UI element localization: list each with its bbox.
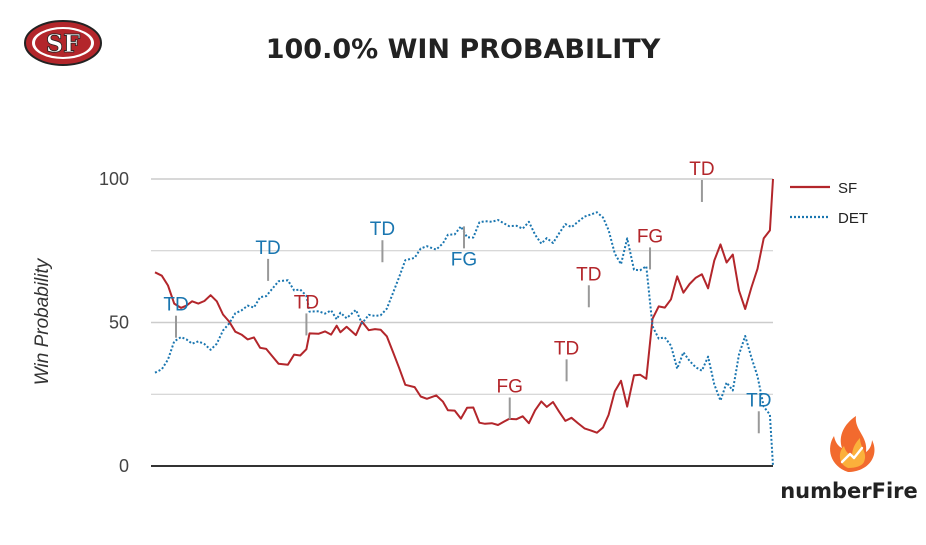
svg-text:SF: SF (46, 29, 80, 58)
y-axis-ticks: 0 50 100 (99, 169, 129, 476)
sf-49ers-logo: SF (24, 20, 102, 66)
y-tick-label: 50 (109, 313, 129, 333)
y-tick-label: 0 (119, 456, 129, 476)
annotation-label-td: TD (255, 238, 280, 259)
series-lines (154, 178, 774, 467)
annotation-label-td: TD (294, 292, 319, 313)
annotation-label-td: TD (576, 264, 601, 285)
annotation-label-fg: FG (451, 249, 477, 270)
scoring-annotations: TD TD TD TD FG FG TD TD FG TD TD (163, 159, 771, 434)
annotation-label-td: TD (554, 338, 579, 359)
legend-label-sf: SF (838, 180, 857, 197)
legend-label-det: DET (838, 210, 868, 227)
annotation-label-td: TD (746, 390, 771, 411)
series-line-det (154, 211, 774, 467)
series-line-sf (154, 178, 774, 434)
y-axis-label: Win Probability (32, 257, 53, 385)
annotation-label-td: TD (163, 295, 188, 316)
legend: SF DET (790, 180, 868, 227)
y-tick-label: 100 (99, 169, 129, 189)
annotation-label-td: TD (370, 219, 395, 240)
annotation-label-fg: FG (637, 226, 663, 247)
grid-lines (151, 178, 773, 467)
annotation-label-td: TD (689, 159, 714, 180)
brand-wordmark: numberFire (780, 479, 918, 503)
annotation-label-fg: FG (497, 377, 523, 398)
page-title: 100.0% WIN PROBABILITY (266, 34, 661, 65)
flame-icon (830, 416, 875, 472)
